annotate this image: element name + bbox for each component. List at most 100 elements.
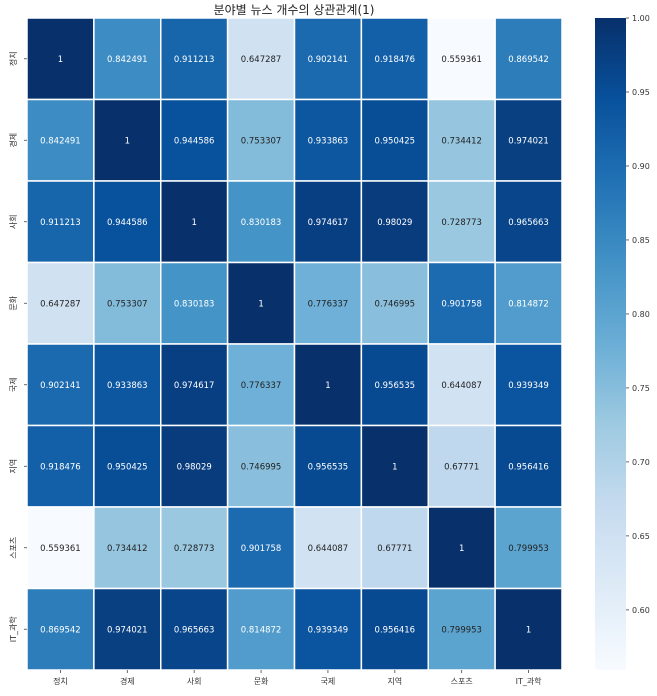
heatmap-cell [494,343,563,427]
heatmap-cell [226,98,296,182]
cell-value-label: 0.944586 [107,218,148,228]
heatmap-cell [360,17,429,101]
cell-value-label: 0.799953 [508,544,549,554]
cell-value-label: 0.559361 [441,55,482,65]
y-tick-label: 경제 [8,133,18,148]
cell-value-label: 0.728773 [174,544,215,554]
heatmap-cell [293,261,363,345]
x-tick-label: 스포츠 [451,677,473,686]
cell-value-label: 0.939349 [508,381,549,391]
heatmap-cell [360,180,429,264]
heatmap-cell [360,98,429,182]
cell-value-label: 0.965663 [508,218,549,228]
y-tick-label: 국제 [9,377,18,392]
cell-value-label: 0.974617 [174,381,215,391]
colorbar-tick-label: 0.75 [632,384,650,393]
heatmap-cell [494,180,563,264]
cell-value-label: 0.734412 [107,544,148,554]
cell-value-label: 0.944586 [174,136,215,146]
cell-value-label: 1 [325,381,330,391]
cell-value-label: 0.67771 [444,462,479,472]
heatmap-cell [427,180,496,264]
cell-value-label: 1 [392,462,397,472]
cell-value-label: 0.911213 [174,55,215,65]
cell-value-label: 0.902141 [308,55,349,65]
cell-value-label: 1 [459,544,464,554]
cell-value-label: 0.842491 [107,55,148,65]
heatmap-cell [494,424,563,508]
y-tick-label: IT_과학 [8,616,18,643]
heatmap-cell [226,261,296,345]
y-tick-label: 사회 [9,214,18,229]
heatmap-cell [160,506,229,590]
cell-value-label: 0.956535 [375,381,416,391]
colorbar-bar [595,18,626,670]
heatmap-cell [293,587,363,671]
chart-title: 분야별 뉴스 개수의 상관관계(1) [214,3,375,17]
cell-value-label: 0.776337 [308,299,349,309]
heatmap-cell [494,17,563,101]
cell-value-label: 0.939349 [308,625,349,635]
x-tick-label: 정치 [53,676,68,686]
cell-value-label: 0.918476 [375,55,416,65]
heatmap-cell [494,506,563,590]
cell-value-label: 0.644087 [308,544,349,554]
colorbar-tick-label: 0.80 [632,310,650,319]
colorbar-tick-label: 0.95 [632,88,650,97]
cell-value-label: 0.644087 [441,381,482,391]
colorbar-tick-label: 0.85 [632,236,650,245]
colorbar-tick-label: 0.70 [632,458,650,467]
cell-value-label: 1 [191,218,196,228]
cell-value-label: 0.746995 [375,299,416,309]
cell-value-label: 0.918476 [40,462,81,472]
heatmap-cell [360,506,429,590]
x-tick-label: 경제 [120,676,135,686]
cell-value-label: 0.950425 [375,136,416,146]
heatmap-cell [293,343,363,427]
cell-value-label: 0.950425 [107,462,148,472]
x-tick-label: 문화 [254,677,269,686]
cell-value-label: 0.647287 [241,55,282,65]
heatmap-cell [160,261,229,345]
cell-value-label: 0.974021 [107,625,148,635]
y-tick-label: 정치 [8,51,18,66]
heatmap-cell [160,587,229,671]
colorbar-tick-label: 0.65 [632,532,650,541]
cell-value-label: 1 [526,625,531,635]
x-tick-label: IT_과학 [516,676,543,686]
colorbar-tick-label: 0.90 [632,162,650,171]
cell-value-label: 0.974617 [308,218,349,228]
cell-value-label: 1 [58,55,63,65]
x-tick-label: 사회 [187,677,202,686]
cell-value-label: 0.956416 [375,625,416,635]
heatmap-cell [93,424,162,508]
cell-value-label: 0.753307 [241,136,282,146]
heatmap-cell [226,180,296,264]
colorbar-tick-label: 1.00 [632,14,650,23]
x-tick-labels: 정치 경제 사회 문화 국제 지역 스포츠 IT_과학 [53,670,542,686]
cell-value-label: 0.776337 [241,381,282,391]
heatmap-cell [293,180,363,264]
x-tick-label: 지역 [387,676,402,686]
heatmap-cell [427,424,496,508]
y-tick-label: 지역 [8,459,18,474]
cell-value-label: 0.869542 [508,55,549,65]
cell-value-label: 0.933863 [107,381,148,391]
heatmap-cell [293,506,363,590]
heatmap-cell [93,98,162,182]
heatmap-cell [226,343,296,427]
heatmap-cell [427,506,496,590]
cell-value-label: 0.647287 [40,299,81,309]
cell-value-label: 1 [125,136,130,146]
cell-value-label: 0.869542 [40,625,81,635]
cell-value-label: 0.911213 [40,218,81,228]
cell-value-label: 0.559361 [40,544,81,554]
heatmap-cell [26,506,95,590]
cell-value-label: 0.965663 [174,625,215,635]
heatmap-cell [160,180,229,264]
heatmap-cell [26,17,95,101]
heatmap-cell [160,424,229,508]
cell-value-label: 0.67771 [377,544,412,554]
